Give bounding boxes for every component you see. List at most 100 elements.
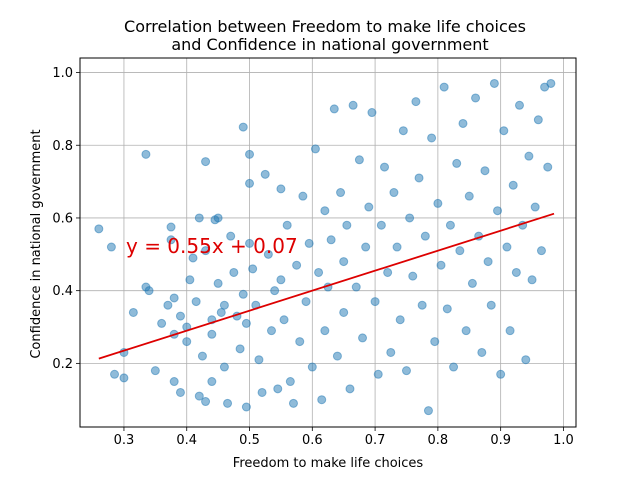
scatter-point (219, 362, 229, 372)
scatter-point (201, 157, 211, 167)
scatter-point (329, 104, 339, 114)
scatter-point (254, 355, 264, 365)
scatter-point (169, 377, 179, 387)
scatter-point (348, 100, 358, 110)
scatter-point (150, 366, 160, 376)
scatter-point (480, 166, 490, 176)
scatter-point (398, 126, 408, 136)
scatter-point (458, 118, 468, 128)
scatter-point (514, 100, 524, 110)
scatter-point (197, 351, 207, 361)
scatter-point (298, 191, 308, 201)
scatter-point (223, 398, 233, 408)
scatter-point (427, 133, 437, 143)
scatter-point (449, 362, 459, 372)
scatter-point (336, 188, 346, 198)
scatter-point (248, 264, 258, 274)
scatter-point (367, 108, 377, 118)
y-axis-ticks: 0.2 0.4 0.6 0.8 1.0 (52, 66, 80, 372)
scatter-point (380, 162, 390, 172)
scatter-point (320, 206, 330, 216)
scatter-point (543, 162, 553, 172)
scatter-point (376, 220, 386, 230)
scatter-point (191, 297, 201, 307)
scatter-point (110, 369, 120, 379)
scatter-point (483, 257, 493, 267)
scatter-point (307, 362, 317, 372)
scatter-point (257, 387, 267, 397)
x-tick-label: 0.5 (239, 433, 260, 448)
scatter-point (238, 289, 248, 299)
scatter-point (411, 97, 421, 107)
scatter-point (477, 347, 487, 357)
scatter-point (420, 231, 430, 241)
scatter-point (502, 242, 512, 252)
scatter-point (461, 326, 471, 336)
scatter-point (128, 307, 138, 317)
scatter-point (119, 373, 129, 383)
scatter-point (304, 238, 314, 248)
scatter-point (499, 126, 509, 136)
scatter-point (292, 260, 302, 270)
scatter-point (288, 398, 298, 408)
scatter-point (245, 178, 255, 188)
scatter-point (345, 384, 355, 394)
scatter-point (326, 235, 336, 245)
chart-title-line1: Correlation between Freedom to make life… (124, 17, 526, 36)
scatter-point (536, 246, 546, 256)
scatter-point (439, 82, 449, 92)
scatter-point (527, 275, 537, 285)
trendline (98, 212, 555, 360)
scatter-point (511, 267, 521, 277)
scatter-point (508, 180, 518, 190)
scatter-point (216, 307, 226, 317)
scatter-point (94, 224, 104, 234)
scatter-point (489, 78, 499, 88)
scatter-point (493, 206, 503, 216)
x-tick-label: 0.3 (114, 433, 135, 448)
y-tick-label: 1.0 (52, 66, 73, 81)
scatter-point (245, 149, 255, 159)
scatter-point (295, 337, 305, 347)
scatter-point (386, 347, 396, 357)
scatter-point (392, 242, 402, 252)
scatter-point (383, 267, 393, 277)
scatter-point (342, 220, 352, 230)
scatter-point (445, 220, 455, 230)
scatter-point (354, 155, 364, 165)
scatter-point (395, 315, 405, 325)
scatter-point (320, 326, 330, 336)
scatter-point (207, 329, 217, 339)
y-tick-label: 0.2 (52, 357, 73, 372)
scatter-point (496, 369, 506, 379)
scatter-point (188, 253, 198, 263)
trendline-group (98, 212, 555, 360)
scatter-point (546, 78, 556, 88)
scatter-point (207, 377, 217, 387)
scatter-point (314, 267, 324, 277)
scatter-point (373, 369, 383, 379)
chart-title-line2: and Confidence in national government (171, 35, 488, 54)
scatter-point (524, 151, 534, 161)
scatter-point (270, 286, 280, 296)
scatter-point (433, 198, 443, 208)
scatter-point (332, 351, 342, 361)
scatter-point (175, 387, 185, 397)
scatter-point (370, 297, 380, 307)
scatter-point (106, 242, 116, 252)
scatter-point (276, 275, 286, 285)
x-tick-label: 0.8 (428, 433, 449, 448)
scatter-point (521, 355, 531, 365)
scatter-point (213, 213, 223, 223)
scatter-point (467, 278, 477, 288)
scatter-point (273, 384, 283, 394)
scatter-point (241, 318, 251, 328)
scatter-point (414, 173, 424, 183)
scatter-point (364, 202, 374, 212)
scatter-point (423, 406, 433, 416)
scatter-point (358, 333, 368, 343)
scatter-point (238, 122, 248, 132)
scatter-point (157, 318, 167, 328)
scatter-point (408, 271, 418, 281)
